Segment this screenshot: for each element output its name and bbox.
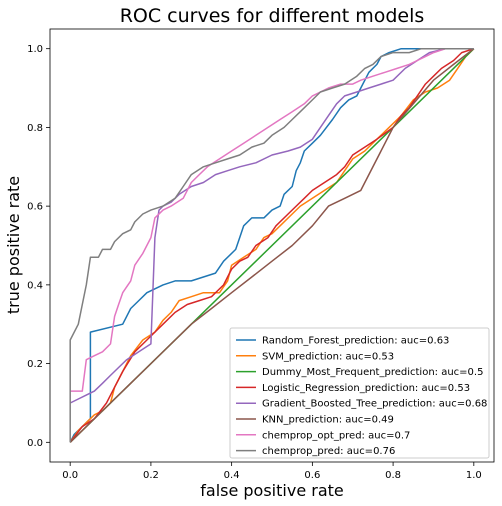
series-layer	[69, 47, 475, 443]
y-tick-label: 0.8	[27, 123, 43, 134]
chart-title: ROC curves for different models	[120, 5, 425, 27]
x-tick-label: 0.8	[385, 470, 401, 481]
legend-label-2: Dummy_Most_Frequent_prediction: auc=0.5	[262, 367, 483, 378]
legend-label-7: chemprop_pred: auc=0.76	[262, 446, 395, 457]
y-tick-label: 0.6	[27, 202, 43, 213]
legend: Random_Forest_prediction: auc=0.63 SVM_pr…	[229, 327, 490, 459]
series-line-7	[69, 47, 474, 443]
legend-label-1: SVM_prediction: auc=0.53	[262, 351, 394, 362]
y-tick-label: 1.0	[27, 44, 43, 55]
series-line-4	[69, 47, 474, 404]
y-tick-label: 0.0	[27, 438, 43, 449]
series-line-0	[69, 47, 474, 443]
x-tick-label: 0.4	[224, 470, 240, 481]
x-tick-label: 0.2	[143, 470, 159, 481]
legend-label-0: Random_Forest_prediction: auc=0.63	[262, 336, 449, 347]
series-line-6	[70, 47, 474, 392]
y-axis-title: true positive rate	[4, 176, 23, 314]
x-axis-title: false positive rate	[200, 481, 344, 500]
legend-label-4: Gradient_Boosted_Tree_prediction: auc=0.…	[262, 399, 487, 410]
series-line-3	[69, 47, 475, 443]
x-tick-label: 1.0	[466, 470, 482, 481]
legend-box	[229, 327, 490, 459]
x-tick-label: 0.6	[304, 470, 320, 481]
y-axis: 0.0 0.2 0.4 0.6 0.8 1.0	[27, 44, 50, 449]
series-line-5	[69, 48, 475, 443]
legend-label-3: Logistic_Regression_prediction: auc=0.53	[262, 383, 470, 394]
x-axis: 0.0 0.2 0.4 0.6 0.8 1.0	[62, 462, 482, 481]
x-tick-label: 0.0	[62, 470, 78, 481]
legend-label-5: KNN_prediction: auc=0.49	[262, 415, 394, 426]
y-tick-label: 0.2	[27, 359, 43, 370]
y-tick-label: 0.4	[27, 280, 43, 291]
plot-frame	[49, 28, 495, 463]
legend-label-6: chemprop_opt_pred: auc=0.7	[262, 430, 410, 441]
